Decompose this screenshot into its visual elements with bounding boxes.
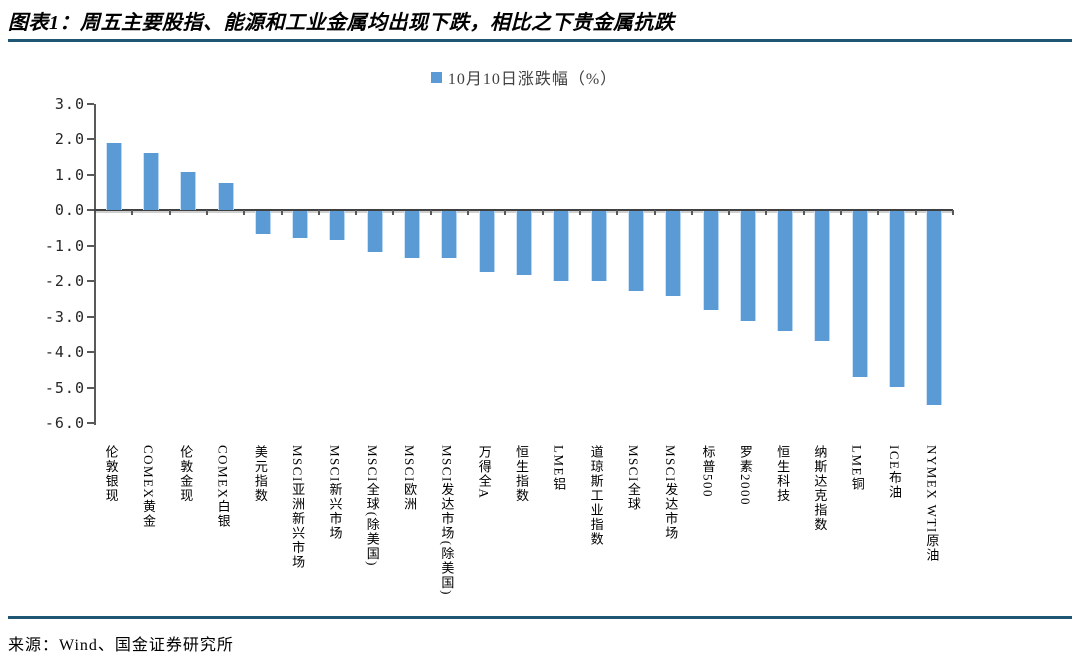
x-category-label: MSCI全球	[625, 445, 641, 512]
x-tick-mark	[952, 210, 954, 216]
x-category-label: NYMEX WTI原油	[924, 445, 940, 563]
x-tick-mark	[541, 210, 544, 216]
bar	[143, 153, 158, 211]
x-tick-mark	[131, 210, 134, 216]
chart-legend: 10月10日涨跌幅（%）	[95, 66, 953, 88]
x-tick-mark	[205, 210, 208, 216]
y-tick-mark	[87, 103, 94, 105]
x-tick-mark	[317, 210, 320, 216]
x-tick-mark	[280, 210, 283, 216]
x-tick-mark	[467, 210, 470, 216]
y-tick-label: 3.0	[54, 95, 85, 113]
x-category-label: 美元指数	[252, 445, 268, 503]
legend-swatch-icon	[430, 71, 442, 83]
figure-title: 图表1：周五主要股指、能源和工业金属均出现下跌，相比之下贵金属抗跌	[8, 12, 675, 34]
y-axis-line	[94, 104, 96, 425]
x-tick-mark	[392, 210, 395, 216]
x-category-label: MSCI发达市场(除美国)	[439, 445, 455, 596]
bar	[405, 211, 420, 258]
x-category-label: MSCI欧洲	[402, 445, 418, 512]
bar	[255, 211, 270, 234]
x-category-label: 道琼斯工业指数	[588, 445, 604, 547]
x-tick-mark	[690, 210, 693, 216]
x-tick-mark	[243, 210, 246, 216]
bar	[442, 211, 457, 259]
y-tick-label: -6.0	[44, 414, 85, 432]
x-tick-mark	[429, 210, 432, 216]
x-tick-mark	[728, 210, 731, 216]
x-tick-mark	[877, 210, 880, 216]
bar	[740, 211, 755, 322]
x-category-label: MSCI新兴市场	[327, 445, 343, 541]
bar	[890, 211, 905, 387]
x-tick-mark	[168, 210, 171, 216]
bar	[106, 143, 121, 211]
bar	[181, 171, 196, 211]
x-category-label: COMEX白银	[215, 445, 231, 529]
x-tick-mark	[653, 210, 656, 216]
x-category-label: 罗素2000	[737, 445, 753, 506]
y-tick-mark	[87, 422, 94, 424]
x-category-label: 纳斯达克指数	[812, 445, 828, 532]
y-tick-label: 0.0	[54, 201, 85, 220]
x-category-label: COMEX黄金	[140, 445, 156, 529]
bar	[852, 211, 867, 378]
y-tick-mark	[87, 209, 94, 212]
y-tick-mark	[87, 280, 94, 283]
bar	[517, 211, 531, 276]
bottom-divider	[8, 616, 1072, 619]
bar	[628, 211, 643, 291]
x-tick-mark	[355, 210, 358, 216]
y-tick-label: -5.0	[44, 378, 85, 397]
y-tick-mark	[87, 138, 94, 141]
y-tick-label: -3.0	[44, 307, 85, 326]
x-category-label: LME铜	[849, 445, 865, 492]
y-tick-label: -1.0	[44, 236, 85, 255]
legend-label: 10月10日涨跌幅（%）	[447, 71, 618, 88]
y-tick-label: -4.0	[44, 343, 85, 362]
bar	[591, 211, 606, 282]
x-category-label: ICE布油	[887, 445, 903, 500]
bar	[927, 211, 942, 406]
y-tick-mark	[87, 173, 94, 176]
x-tick-mark	[616, 210, 619, 216]
y-tick-label: 1.0	[54, 165, 85, 184]
x-tick-mark	[840, 210, 843, 216]
bar	[778, 211, 793, 332]
bar	[666, 211, 681, 297]
x-category-label: 伦敦金现	[178, 445, 194, 503]
x-category-label: LME铝	[551, 445, 567, 492]
y-tick-mark	[87, 351, 94, 354]
y-tick-mark	[87, 315, 94, 318]
bar	[293, 211, 308, 238]
x-category-label: 恒生科技	[775, 445, 791, 503]
x-category-label: 伦敦银现	[103, 445, 119, 503]
y-tick-label: 2.0	[54, 130, 85, 149]
bar	[367, 211, 382, 253]
bar	[815, 211, 830, 341]
x-tick-mark	[578, 210, 581, 216]
x-category-label: MSCI亚洲新兴市场	[290, 445, 306, 570]
x-axis-zero-line	[94, 209, 953, 212]
bar	[554, 211, 569, 281]
y-tick-mark	[87, 244, 94, 247]
bar	[703, 211, 718, 311]
x-tick-mark	[802, 210, 805, 216]
bar	[479, 211, 494, 272]
x-tick-mark	[765, 210, 768, 216]
bar	[218, 182, 233, 211]
bar	[330, 211, 345, 241]
title-divider	[8, 39, 1072, 42]
y-tick-label: -2.0	[44, 272, 85, 291]
x-category-label: 恒生指数	[514, 445, 529, 503]
x-category-label: 标普500	[700, 445, 716, 498]
x-category-label: MSCI全球(除美国)	[364, 445, 380, 567]
source-note: 来源：Wind、国金证券研究所	[8, 637, 234, 654]
x-category-label: MSCI发达市场	[663, 445, 679, 541]
x-category-label: 万得全A	[476, 445, 492, 500]
x-tick-mark	[914, 210, 917, 216]
x-tick-mark	[504, 210, 507, 216]
y-tick-mark	[87, 386, 94, 389]
